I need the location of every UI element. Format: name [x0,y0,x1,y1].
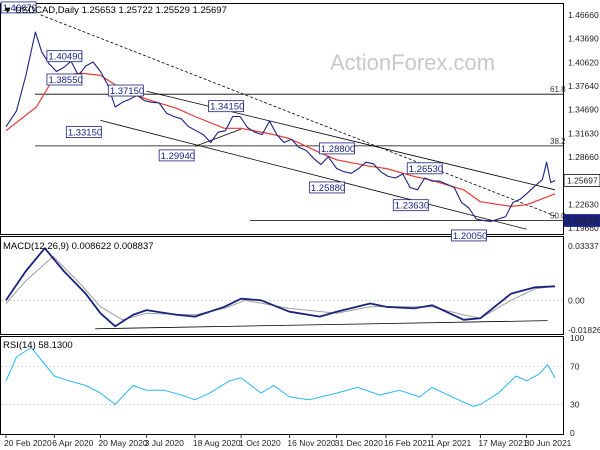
price-pane [0,3,564,235]
swing-label-box [0,1,37,14]
swing-label-box [107,84,144,97]
ohlc-open: 1.25653 [82,5,116,16]
x-axis-label: 17 May 2021 [478,438,527,448]
fib-label-50.0: 50.0 [550,212,566,221]
level-tag-label: 1.20610 [567,216,598,226]
x-axis-label: 6 Apr 2020 [52,438,93,448]
macd-axis-label: 0.00 [568,295,585,305]
price-axis-label: 1.31630 [568,129,599,139]
swing-label: 1.25880 [311,183,345,194]
swing-label: 1.33150 [68,128,102,139]
price-axis-label: 1.43690 [568,33,599,43]
x-axis-label: 31 Dec 2020 [335,438,383,448]
swing-label-box [451,229,487,242]
price-axis-label: 1.22630 [568,200,599,210]
symbol-title: USDCAD,Daily [15,5,79,16]
macd-pane [0,236,564,335]
x-axis-label: 1 Oct 2020 [239,438,281,448]
swing-label: 1.28800 [321,144,355,155]
fib-label-38.2: 38.2 [550,137,566,146]
swing-label-box [208,100,244,113]
ohlc-close: 1.25697 [193,5,227,16]
price-axis-label: 1.46660 [568,10,599,20]
support-line [194,128,242,147]
x-axis-label: 1 Apr 2021 [430,438,471,448]
swing-label: 1.29940 [161,151,195,162]
level-tag [563,214,600,227]
swing-label: 1.34150 [210,102,244,113]
rsi-line [5,347,556,407]
x-axis-label: 20 May 2020 [98,438,147,448]
x-axis-label: 18 Aug 2020 [193,438,241,448]
x-axis-label: 16 Nov 2020 [287,438,335,448]
ohlc-high: 1.25722 [119,5,153,16]
macd-line [5,247,556,328]
rsi-axis-label: 100 [570,333,584,343]
macd-pane-title: MACD(12,26,9) 0.008622 0.008837 [3,241,154,252]
ma-line [5,72,556,207]
x-axis-label: 3 Jul 2020 [145,438,184,448]
swing-label: 1.38550 [48,75,82,86]
price-axis-label: 1.40620 [568,58,599,68]
swing-label-box [46,73,83,86]
rsi-axis-label: 70 [570,362,580,372]
swing-label: 1.26530 [409,164,443,175]
rsi-axis-label: 0 [570,428,575,438]
price-axis-label: 1.34690 [568,104,599,114]
x-axis-label: 30 Jun 2021 [525,438,572,448]
channel-lower [100,120,527,230]
rsi-pane-title: RSI(14) 58.1300 [3,340,73,351]
rsi-pane [0,336,564,435]
swing-label: 1.23630 [395,201,429,212]
price-axis-label: 1.19660 [568,223,599,233]
last-price-label: 1.25697 [567,175,598,185]
falling-trendline [40,14,556,217]
last-price-tag [563,173,600,187]
swing-label-box [65,126,102,138]
swing-label-box [308,181,345,194]
swing-label: 1.40490 [48,52,82,63]
x-axis-label: 16 Feb 2021 [384,438,432,448]
swing-label: 1.37150 [110,86,144,97]
swing-label-box [318,142,355,155]
price-pane-title: ▼ USDCAD,Daily 1.25653 1.25722 1.25529 1… [3,5,227,16]
swing-label-box [392,199,429,212]
price-axis-label: 1.28660 [568,152,599,162]
ohlc-low: 1.25529 [156,5,190,16]
swing-label: 1.20050 [453,231,487,242]
fib-label-61.8: 61.8 [550,85,566,94]
swing-label-box [406,162,443,175]
price-line [5,31,556,222]
swing-label-box [46,50,83,63]
rsi-axis-label: 30 [570,400,580,410]
swing-label: 1.46670 [3,3,37,14]
watermark: ActionForex.com [330,50,495,75]
dropdown-arrow-icon: ▼ [3,5,12,16]
x-axis-label: 20 Feb 2020 [4,438,52,448]
price-axis-label: 1.37640 [568,81,599,91]
macd-axis-label: 0.03337 [568,241,599,251]
swing-label-box [158,149,195,162]
macd-trendline [95,320,548,330]
macd-axis-label: -0.018262 [568,325,600,335]
